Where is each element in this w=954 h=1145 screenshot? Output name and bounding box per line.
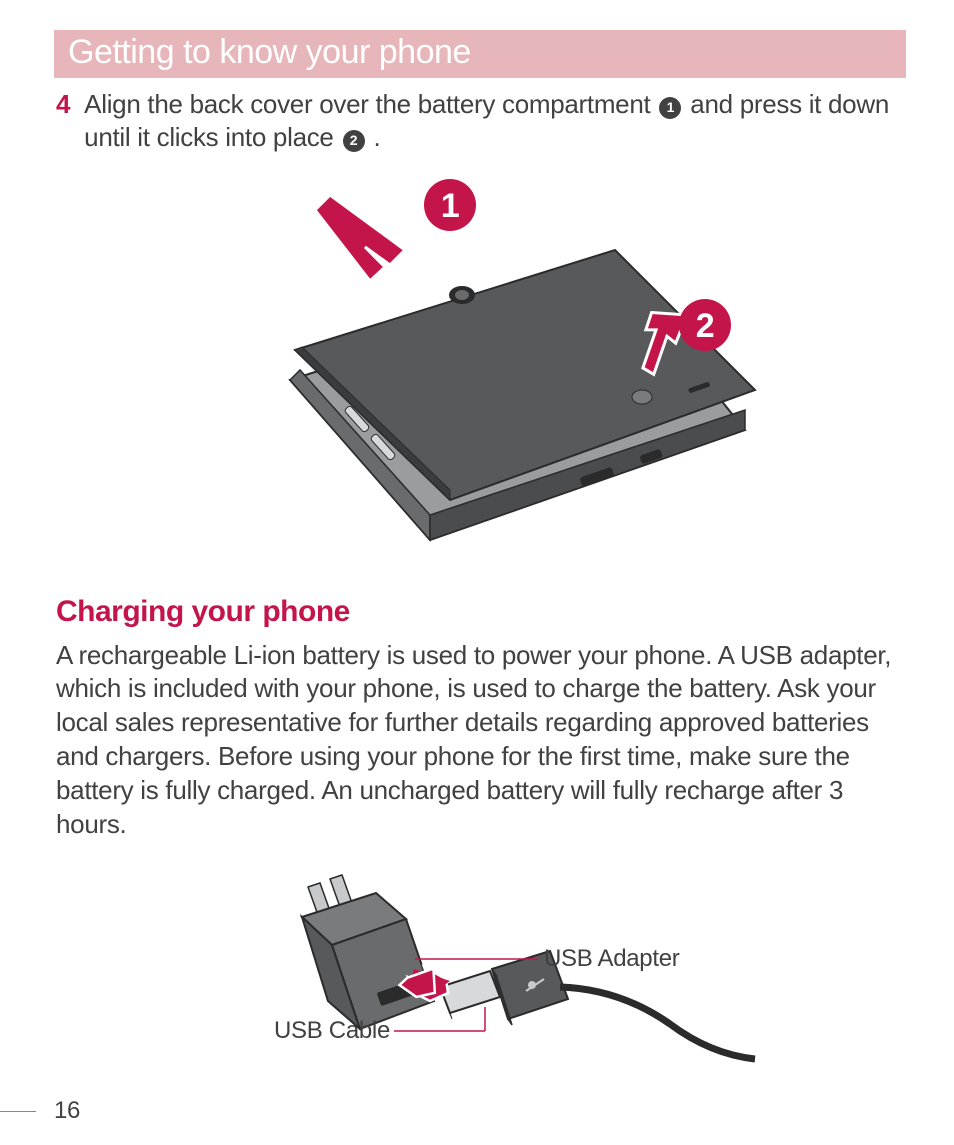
inline-badge-1: 1 [659, 97, 681, 119]
header-title: Getting to know your phone [68, 33, 892, 72]
step-text-a: Align the back cover over the battery co… [84, 89, 657, 119]
page-number: 16 [54, 1097, 80, 1125]
charger-svg: USB Adapter USB Cable [200, 859, 760, 1089]
charging-body-text: A rechargeable Li-ion battery is used to… [54, 639, 906, 842]
svg-text:1: 1 [441, 187, 460, 225]
step-text: Align the back cover over the battery co… [84, 88, 904, 155]
label-usb-cable: USB Cable [274, 1017, 390, 1044]
step-text-c: . [373, 122, 380, 152]
phone-illustration: 1 [54, 175, 906, 545]
header-bar: Getting to know your phone [54, 30, 906, 78]
usb-adapter-icon [302, 875, 434, 1029]
svg-text:2: 2 [696, 307, 715, 345]
callout-1-icon: 1 [424, 179, 476, 231]
footer-rule [0, 1111, 36, 1112]
inline-badge-2: 2 [343, 130, 365, 152]
step-4: 4 Align the back cover over the battery … [54, 88, 906, 155]
step-number: 4 [56, 88, 70, 121]
label-usb-adapter: USB Adapter [544, 945, 680, 972]
callout-2-icon: 2 [679, 299, 731, 351]
page-footer: 16 [0, 1097, 80, 1125]
section-title-charging: Charging your phone [56, 595, 906, 629]
phone-svg: 1 [200, 175, 760, 545]
charger-illustration: USB Adapter USB Cable [54, 859, 906, 1089]
arrow-1-icon [315, 195, 405, 281]
page-content: Getting to know your phone 4 Align the b… [0, 0, 954, 1145]
